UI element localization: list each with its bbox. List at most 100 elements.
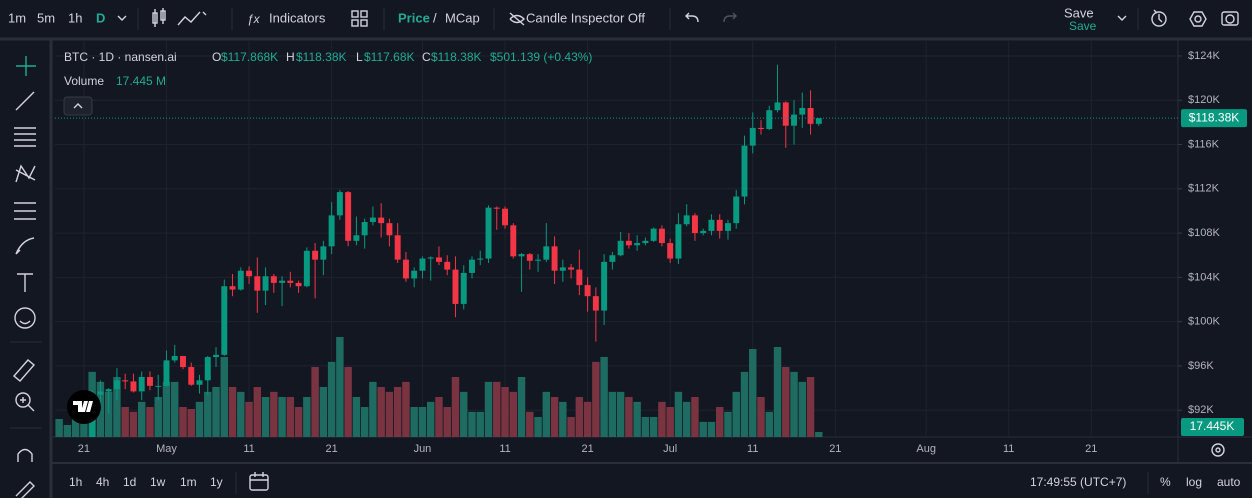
volume-bar bbox=[344, 367, 352, 437]
interval-button-active[interactable]: D bbox=[96, 10, 105, 25]
interval-dropdown[interactable] bbox=[117, 15, 127, 21]
save-button[interactable]: Save bbox=[1064, 5, 1094, 20]
settings-icon[interactable] bbox=[1189, 11, 1207, 27]
candle-body bbox=[815, 118, 822, 124]
ohlc-value: $118.38K bbox=[431, 50, 482, 64]
clock: 17:49:55 (UTC+7) bbox=[1030, 475, 1126, 489]
volume-bar bbox=[815, 432, 823, 437]
alert-icon[interactable] bbox=[1151, 9, 1167, 27]
percent-toggle[interactable]: % bbox=[1160, 475, 1171, 489]
candle-body bbox=[328, 215, 335, 247]
snapshot-icon[interactable] bbox=[1221, 11, 1239, 26]
interval-button[interactable]: 5m bbox=[37, 10, 55, 25]
prediction-tool[interactable] bbox=[14, 202, 36, 220]
volume-bar bbox=[286, 397, 295, 437]
candle-body bbox=[270, 276, 277, 283]
indicators-icon[interactable]: ƒx bbox=[247, 12, 261, 26]
pattern-tool[interactable] bbox=[15, 164, 36, 183]
x-tick-label: 11 bbox=[1003, 443, 1014, 455]
candle-body bbox=[650, 228, 657, 241]
volume-bar bbox=[691, 397, 699, 437]
volume-bar bbox=[806, 377, 815, 437]
mcap-toggle[interactable]: MCap bbox=[445, 10, 480, 25]
inspector-icon[interactable] bbox=[509, 12, 525, 26]
date-range-icon[interactable] bbox=[249, 472, 269, 491]
volume-bar bbox=[171, 381, 179, 437]
range-button[interactable]: 1h bbox=[69, 475, 82, 489]
magnet-tool[interactable] bbox=[17, 448, 33, 463]
volume-value: 17.445 M bbox=[116, 74, 166, 88]
candle-body bbox=[320, 246, 327, 260]
candle-body bbox=[303, 250, 310, 287]
text-tool[interactable] bbox=[17, 273, 33, 292]
range-button[interactable]: 1m bbox=[180, 475, 197, 489]
interval-button[interactable]: 1m bbox=[8, 10, 26, 25]
emoji-tool[interactable] bbox=[14, 307, 36, 329]
redo-button[interactable] bbox=[723, 12, 737, 23]
volume-bar bbox=[418, 407, 427, 437]
lock-tool[interactable] bbox=[15, 481, 35, 498]
candle-body bbox=[716, 219, 723, 231]
candle-inspector-button[interactable]: Candle Inspector Off bbox=[526, 10, 645, 25]
crosshair-tool[interactable] bbox=[16, 56, 36, 76]
undo-button[interactable] bbox=[685, 12, 699, 23]
range-button[interactable]: 1d bbox=[123, 475, 136, 489]
volume-bar bbox=[517, 377, 526, 437]
volume-bar bbox=[253, 387, 262, 437]
volume-bar bbox=[699, 421, 707, 437]
volume-bar bbox=[493, 381, 501, 437]
auto-toggle[interactable]: auto bbox=[1217, 475, 1241, 489]
range-button[interactable]: 1w bbox=[150, 475, 166, 489]
candle-body bbox=[749, 127, 756, 146]
brush-tool[interactable] bbox=[15, 237, 35, 255]
line-chart-icon[interactable] bbox=[177, 11, 207, 26]
candle-body bbox=[601, 261, 608, 311]
range-button[interactable]: 1y bbox=[210, 475, 223, 489]
chart-type-icon[interactable] bbox=[152, 8, 166, 27]
legend: BTC · 1D · nansen.ai O $117.868K H $118.… bbox=[63, 50, 592, 116]
range-button[interactable]: 4h bbox=[96, 475, 109, 489]
x-tick-label: 21 bbox=[1085, 443, 1097, 455]
volume-bar bbox=[707, 421, 716, 437]
scale-settings-icon[interactable] bbox=[1211, 443, 1225, 457]
volume-bar bbox=[790, 371, 798, 437]
x-tick-label: 21 bbox=[581, 443, 593, 455]
candle-body bbox=[444, 261, 451, 270]
candle-body bbox=[180, 355, 186, 368]
ohlc-value: $117.68K bbox=[364, 50, 415, 64]
zoom-tool[interactable] bbox=[15, 392, 35, 412]
log-toggle[interactable]: log bbox=[1186, 475, 1202, 489]
save-dropdown[interactable] bbox=[1117, 15, 1127, 21]
volume-bar bbox=[204, 391, 212, 437]
volume-bar bbox=[245, 401, 253, 437]
candle-body bbox=[502, 208, 508, 226]
price-toggle[interactable]: Price bbox=[398, 10, 430, 25]
trendline-tool[interactable] bbox=[15, 91, 35, 111]
candle-body bbox=[584, 285, 591, 297]
axes: $92K $96K $100K $104K $108K $112K $116K $120K $1… bbox=[55, 50, 1247, 455]
volume-bar bbox=[278, 397, 286, 437]
volume-bar bbox=[137, 401, 146, 437]
volume-bar bbox=[749, 349, 757, 437]
x-tick-label: 11 bbox=[747, 443, 758, 455]
y-tick-label: $120K bbox=[1188, 94, 1220, 106]
volume-bar bbox=[294, 407, 303, 437]
volume-bar bbox=[220, 357, 228, 437]
collapse-legend-button[interactable] bbox=[63, 96, 93, 116]
ohlc-value: $117.868K bbox=[221, 50, 278, 64]
ruler-tool[interactable] bbox=[13, 359, 35, 382]
fib-tool[interactable] bbox=[14, 127, 36, 147]
volume-bar bbox=[534, 417, 542, 437]
candle-body bbox=[518, 254, 525, 257]
layouts-icon[interactable] bbox=[351, 10, 368, 27]
save-status: Save bbox=[1069, 19, 1097, 33]
candle-body bbox=[782, 102, 789, 126]
interval-button[interactable]: 1h bbox=[68, 10, 82, 25]
volume-bar bbox=[154, 397, 162, 437]
candle-body bbox=[204, 357, 211, 381]
candle-body bbox=[551, 246, 558, 271]
indicators-button[interactable]: Indicators bbox=[269, 10, 326, 25]
candle-body bbox=[138, 376, 145, 392]
volume-bar bbox=[369, 381, 377, 437]
candle-body bbox=[402, 259, 409, 279]
